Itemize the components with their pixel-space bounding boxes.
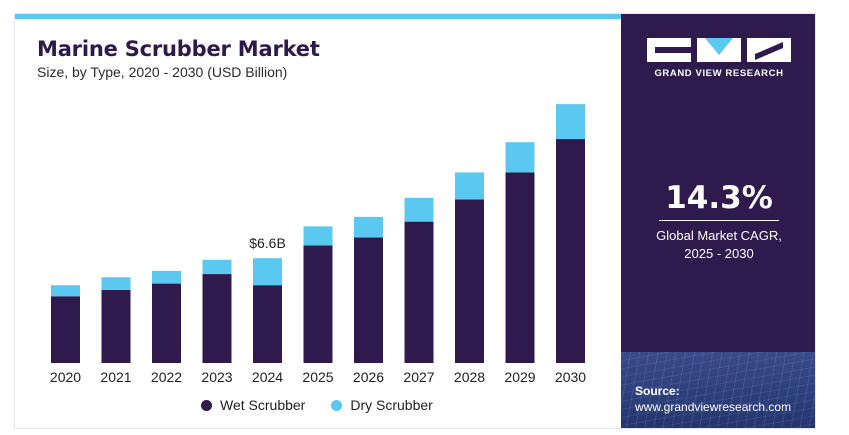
bar-wet-scrubber-2021: [101, 289, 131, 363]
bar-wet-scrubber-2030: [556, 139, 585, 363]
brand-name: GRAND VIEW RESEARCH: [654, 68, 784, 79]
source-background: [621, 352, 815, 428]
legend-item-dry-scrubber: Dry Scrubber: [331, 397, 433, 413]
bar-dry-scrubber-2025: [303, 226, 333, 246]
cagr-divider: [659, 220, 779, 221]
bar-wet-scrubber-2027: [404, 221, 434, 363]
chart-subtitle: Size, by Type, 2020 - 2030 (USD Billion): [37, 64, 288, 80]
legend-swatch-dry-scrubber: [331, 399, 343, 411]
bar-dry-scrubber-2022: [152, 270, 181, 284]
bar-chart: 2020 2021 2022 2023 2024 2025 2026 2027 2028 2029…: [50, 104, 586, 385]
bar-dry-scrubber-2020: [51, 285, 80, 297]
x-tick-label-2027: 2027: [403, 369, 434, 385]
source-url: www.grandviewresearch.com: [635, 400, 792, 414]
x-tick-label-2025: 2025: [302, 369, 333, 385]
accent-bar: [15, 14, 621, 19]
bar-dry-scrubber-2030: [556, 104, 585, 140]
x-tick-label-2020: 2020: [50, 369, 81, 385]
legend-swatch-wet-scrubber: [201, 399, 212, 411]
bar-wet-scrubber-2020: [51, 296, 80, 363]
bar-dry-scrubber-2023: [202, 259, 232, 275]
sidebar-panel: GRAND VIEW RESEARCH 14.3% Global Market …: [621, 14, 815, 428]
x-tick-label-2022: 2022: [151, 369, 182, 385]
bar-wet-scrubber-2025: [303, 245, 333, 363]
cagr-label-line1: Global Market CAGR,: [656, 228, 782, 243]
bar-wet-scrubber-2029: [505, 172, 535, 363]
bar-dry-scrubber-2024: [253, 258, 282, 286]
bar-dry-scrubber-2026: [354, 216, 383, 238]
data-label-2024: $6.6B: [249, 235, 286, 251]
x-tick-label-2021: 2021: [100, 369, 131, 385]
bar-wet-scrubber-2023: [202, 274, 232, 363]
bar-wet-scrubber-2028: [455, 199, 484, 363]
x-tick-label-2026: 2026: [353, 369, 384, 385]
bar-wet-scrubber-2022: [152, 283, 181, 363]
cagr-label: Global Market CAGR, 2025 - 2030: [621, 227, 815, 263]
bar-dry-scrubber-2021: [101, 277, 131, 290]
legend-item-wet-scrubber: Wet Scrubber: [201, 397, 305, 413]
bar-dry-scrubber-2028: [455, 172, 484, 200]
legend-label-dry-scrubber: Dry Scrubber: [350, 397, 433, 413]
source-label: Source:: [635, 384, 680, 398]
x-tick-label-2023: 2023: [201, 369, 232, 385]
x-tick-label-2030: 2030: [555, 369, 586, 385]
legend: Wet Scrubber Dry Scrubber: [201, 397, 433, 413]
cagr-value: 14.3%: [665, 180, 773, 216]
bar-dry-scrubber-2029: [505, 142, 535, 173]
chart-card: Marine Scrubber Market Size, by Type, 20…: [14, 13, 816, 429]
bar-wet-scrubber-2026: [354, 237, 383, 363]
chart-title: Marine Scrubber Market: [37, 37, 320, 61]
bar-dry-scrubber-2027: [404, 197, 434, 222]
grand-view-research-logo: [647, 38, 791, 62]
legend-label-wet-scrubber: Wet Scrubber: [220, 397, 306, 413]
cagr-label-line2: 2025 - 2030: [684, 246, 754, 261]
x-tick-label-2029: 2029: [504, 369, 535, 385]
x-tick-label-2024: 2024: [252, 369, 283, 385]
x-tick-label-2028: 2028: [454, 369, 485, 385]
bar-wet-scrubber-2024: [253, 285, 282, 363]
